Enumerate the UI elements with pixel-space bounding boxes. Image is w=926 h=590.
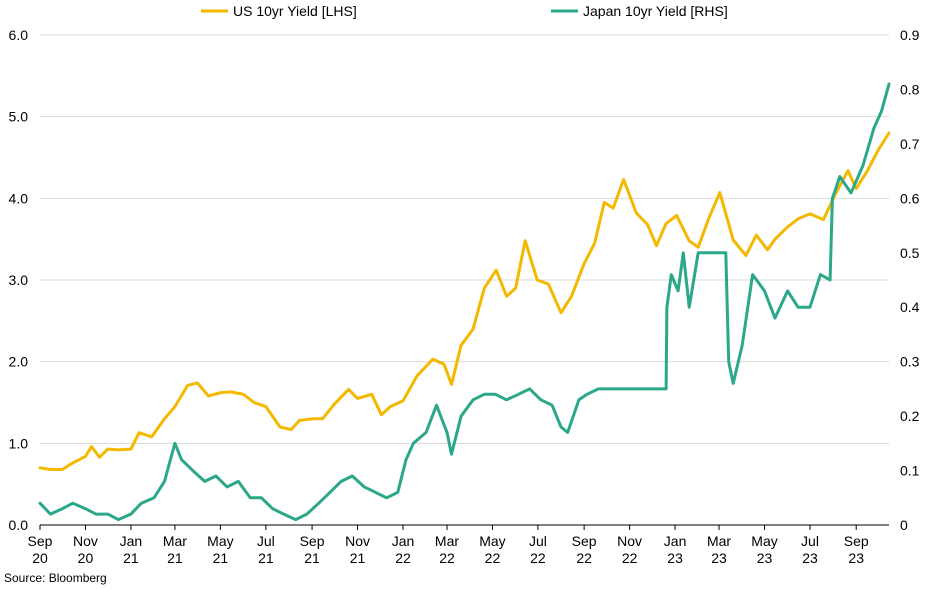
legend-label-us: US 10yr Yield [LHS]: [233, 3, 357, 19]
y-right-tick-label: 0.9: [900, 27, 920, 43]
x-tick-label: Mar 22: [435, 533, 459, 566]
y-left-tick-label: 6.0: [9, 27, 29, 43]
y-left-tick-label: 0.0: [9, 517, 29, 533]
x-tick-label: Nov 22: [617, 533, 642, 566]
x-tick-label: May 22: [479, 533, 505, 566]
x-tick-label: Jan 21: [120, 533, 143, 566]
x-tick-label: Jan 23: [664, 533, 687, 566]
source-note: Source: Bloomberg: [4, 571, 107, 585]
x-tick-label: Mar 23: [707, 533, 731, 566]
y-right-tick-label: 0.1: [900, 463, 920, 479]
legend-item-us: US 10yr Yield [LHS]: [201, 3, 357, 19]
x-tick-label: May 21: [207, 533, 233, 566]
x-tick-label: Sep 21: [300, 533, 325, 566]
series-line-japan-10yr: [38, 82, 891, 522]
x-tick-label: Jan 22: [392, 533, 415, 566]
gridlines: [40, 34, 889, 444]
y-left-tick-label: 3.0: [9, 272, 29, 288]
y-left-tick-label: 4.0: [9, 190, 29, 206]
x-tick-label: Jul 23: [801, 533, 819, 566]
y-left-tick-label: 1.0: [9, 435, 29, 451]
y-right-tick-label: 0.4: [900, 299, 920, 315]
x-tick-label: Nov 21: [345, 533, 370, 566]
x-tick-label: Nov 20: [73, 533, 98, 566]
y-right-tick-label: 0.3: [900, 354, 920, 370]
x-tick-label: Sep 23: [844, 533, 869, 566]
series-line-us-10yr: [38, 131, 891, 471]
y-right-tick-label: 0.2: [900, 408, 920, 424]
y-right-tick-label: 0.6: [900, 190, 920, 206]
y-left-tick-label: 2.0: [9, 354, 29, 370]
y-right-tick-label: 0.8: [900, 81, 920, 97]
x-tick-label: Sep 22: [572, 533, 597, 566]
y-axis-right: 0 0.1 0.2 0.3 0.4 0.5 0.6 0.7 0.8 0.9: [900, 27, 920, 533]
x-tick-label: Jul 21: [257, 533, 275, 566]
legend-label-japan: Japan 10yr Yield [RHS]: [583, 3, 728, 19]
y-right-tick-label: 0: [900, 517, 908, 533]
x-tick-label: May 23: [751, 533, 777, 566]
series-lines: [38, 82, 891, 522]
y-left-tick-label: 5.0: [9, 109, 29, 125]
legend-item-japan: Japan 10yr Yield [RHS]: [551, 3, 728, 19]
x-axis: Sep 20 Nov 20 Jan 21 Mar 21 May 21 Jul 21 Sep 21 Nov 21…: [28, 524, 889, 566]
y-right-tick-label: 0.7: [900, 136, 920, 152]
legend: US 10yr Yield [LHS] Japan 10yr Yield [RH…: [201, 3, 728, 19]
y-axis-left: 0.0 1.0 2.0 3.0 4.0 5.0 6.0: [9, 27, 29, 533]
y-right-tick-label: 0.5: [900, 245, 920, 261]
x-tick-label: Sep 20: [28, 533, 53, 566]
x-tick-label: Mar 21: [163, 533, 187, 566]
x-tick-label: Jul 22: [529, 533, 547, 566]
